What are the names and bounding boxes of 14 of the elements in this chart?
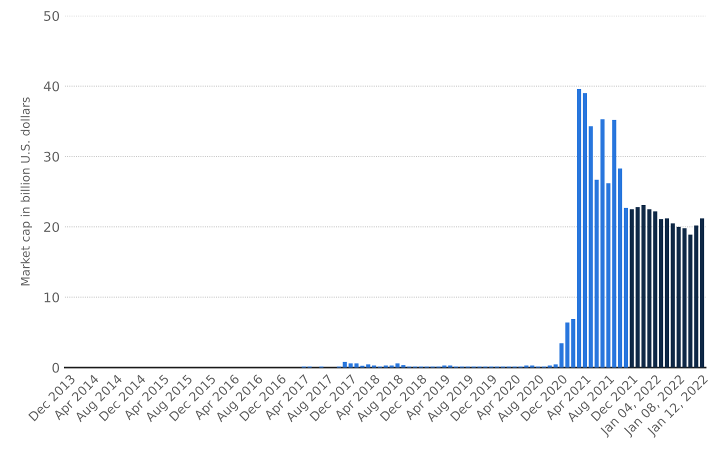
y-axis-title: Market cap in billion U.S. dollars [20,97,32,286]
y-tick-label: 0 [52,362,60,373]
bar [682,228,687,368]
bar [354,363,359,368]
y-tick-label: 40 [44,81,60,92]
y-tick-label: 50 [44,11,60,21]
bar [641,205,646,368]
y-tick-label: 20 [44,222,60,232]
bar [559,343,564,368]
bar [600,119,605,368]
bar [624,208,628,368]
y-tick-label: 10 [44,292,60,302]
bar [395,363,400,368]
y-tick-label: 30 [44,152,60,162]
